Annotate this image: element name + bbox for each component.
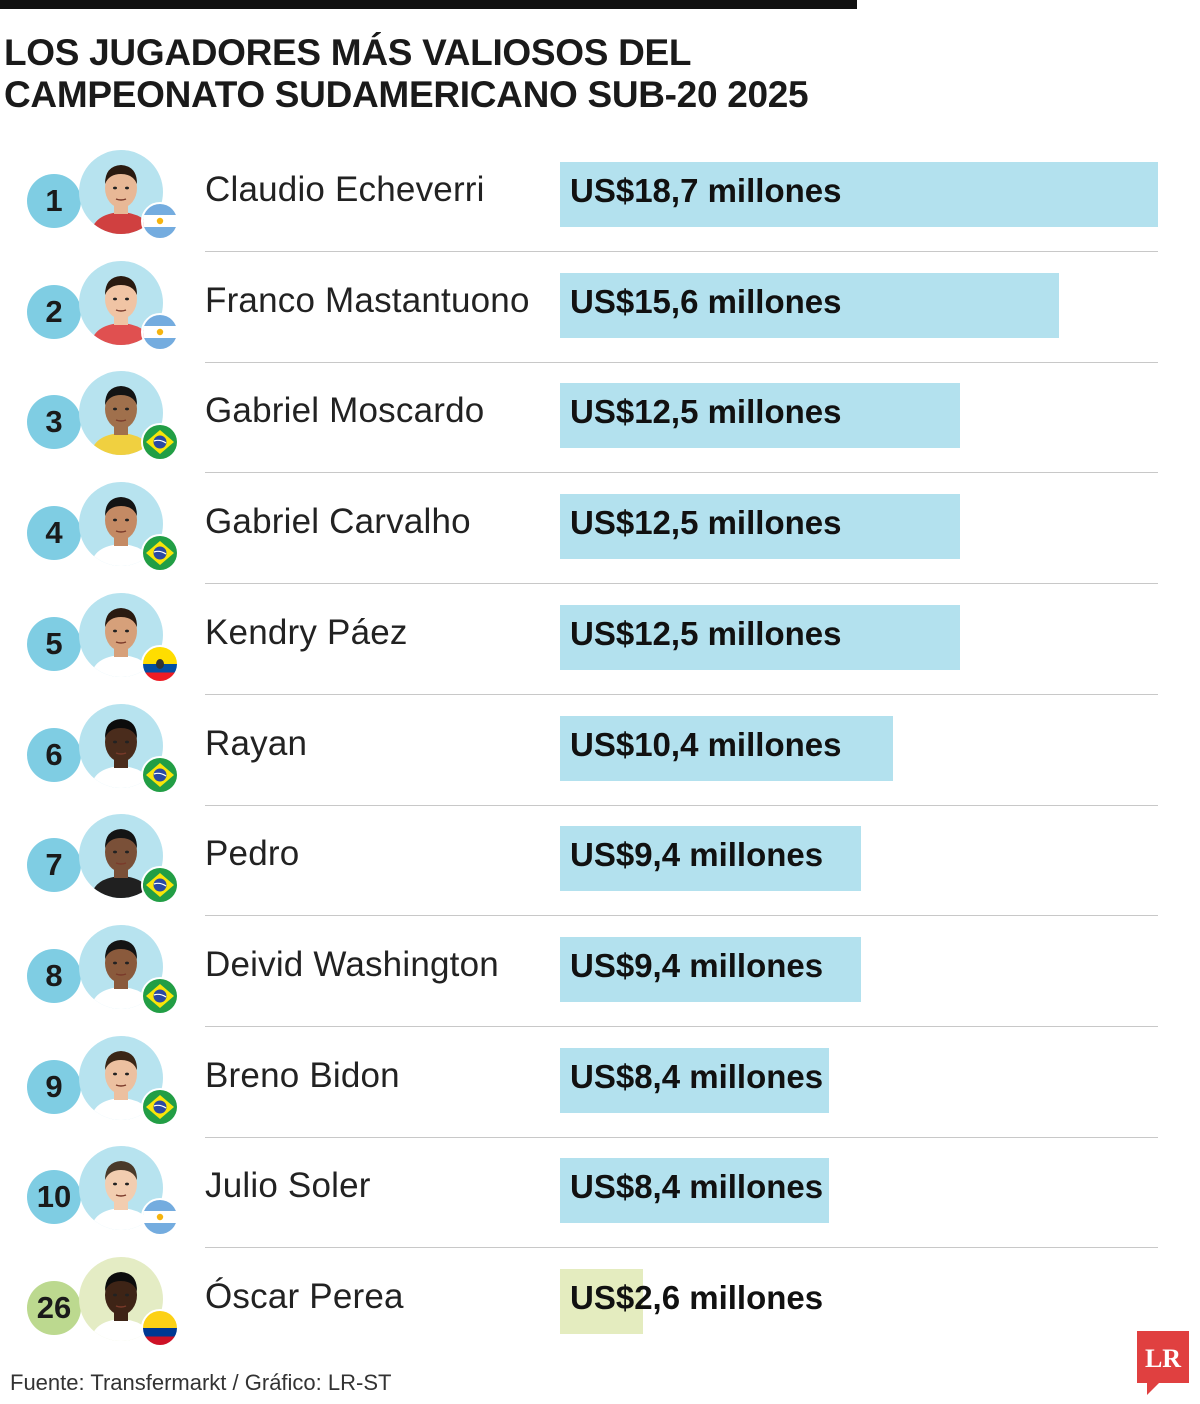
- value-label: US$15,6 millones: [570, 282, 842, 320]
- value-bar: [560, 272, 1059, 338]
- value-label: US$2,6 millones: [570, 1279, 824, 1316]
- rank-badge: 4: [27, 506, 81, 561]
- rank-badge: 9: [27, 1059, 81, 1114]
- player-name: Franco Mastantuono: [205, 280, 530, 320]
- row-divider: [205, 361, 1158, 363]
- player-row: 7 Pedro US$9,4 millones: [0, 806, 1200, 917]
- source-note: Fuente: Transfermarkt / Gráfico: LR-ST: [10, 1370, 392, 1395]
- value-bar: [560, 1269, 644, 1334]
- player-name: Pedro: [205, 834, 300, 874]
- player-row: 3 Gabriel Moscardo US$12,5 millones: [0, 363, 1200, 474]
- brazil-flag-icon: [141, 976, 179, 1015]
- player-row: 6 Rayan US$10,4 millones: [0, 696, 1200, 806]
- title-line-1: LOS JUGADORES MÁS VALIOSOS DEL: [4, 32, 692, 73]
- row-divider: [205, 251, 1158, 252]
- argentina-flag-icon: [141, 202, 179, 240]
- brazil-flag-icon: [141, 1087, 179, 1126]
- row-divider: [205, 915, 1158, 917]
- lr-logo: LR: [1137, 1331, 1189, 1395]
- row-divider: [205, 472, 1158, 474]
- player-row: 2 Franco Mastantuono US$15,6 millones: [0, 253, 1200, 363]
- player-photo: [79, 703, 163, 788]
- value-label: US$8,4 millones: [570, 1168, 824, 1206]
- player-photo: [79, 150, 163, 234]
- player-name: Kendry Páez: [205, 612, 408, 652]
- value-bar: [560, 1158, 829, 1224]
- rank-badge: 2: [27, 284, 81, 339]
- value-label: US$9,4 millones: [570, 836, 824, 874]
- brazil-flag-icon: [141, 755, 179, 794]
- row-divider: [205, 693, 1158, 695]
- rank-badge: 10: [27, 1170, 81, 1225]
- value-label: US$9,4 millones: [570, 946, 824, 984]
- rank-badge: 8: [27, 948, 81, 1003]
- title-line-2: CAMPEONATO SUDAMERICANO SUB-20 2025: [4, 74, 809, 115]
- player-name: Rayan: [205, 723, 308, 763]
- value-label: US$8,4 millones: [570, 1057, 824, 1095]
- chart-title: LOS JUGADORES MÁS VALIOSOS DEL CAMPEONAT…: [4, 32, 1004, 116]
- colombia-flag-icon: [141, 1309, 179, 1347]
- brazil-flag-icon: [141, 866, 179, 905]
- rank-badge: 7: [27, 838, 81, 893]
- player-row: 26 Óscar Perea US$2,6 millones: [0, 1249, 1200, 1359]
- value-bar: [560, 826, 861, 892]
- rank-badge: 3: [27, 395, 81, 450]
- rank-badge: 5: [27, 616, 81, 671]
- player-name: Óscar Perea: [205, 1277, 404, 1316]
- player-name: Gabriel Carvalho: [205, 502, 471, 542]
- player-row: 4 Gabriel Carvalho US$12,5 millones: [0, 474, 1200, 585]
- rank-badge: 1: [27, 174, 81, 228]
- player-row: 1 Claudio Echeverri US$18,7 millones: [0, 142, 1200, 252]
- player-name: Breno Bidon: [205, 1055, 400, 1095]
- value-label: US$10,4 millones: [570, 725, 842, 763]
- player-row: 5 Kendry Páez US$12,5 millones: [0, 585, 1200, 695]
- argentina-flag-icon: [141, 312, 179, 351]
- value-label: US$12,5 millones: [570, 614, 842, 652]
- player-name: Claudio Echeverri: [205, 170, 485, 209]
- value-bar: [560, 162, 1158, 227]
- row-divider: [205, 583, 1158, 585]
- rank-badge: 26: [27, 1281, 81, 1335]
- row-divider: [205, 804, 1158, 806]
- argentina-flag-icon: [141, 1198, 179, 1237]
- ecuador-flag-icon: [141, 644, 179, 683]
- top-rule: [0, 0, 857, 9]
- rank-badge: 6: [27, 727, 81, 782]
- player-row: 10 Julio Soler US$8,4 millones: [0, 1138, 1200, 1249]
- value-bar: [560, 604, 960, 670]
- player-photo: [79, 592, 163, 677]
- value-label: US$12,5 millones: [570, 504, 842, 542]
- row-divider: [205, 1136, 1158, 1138]
- value-bar: [560, 383, 960, 449]
- value-bar: [560, 494, 960, 560]
- svg-text:LR: LR: [1145, 1344, 1181, 1373]
- player-row: 8 Deivid Washington US$9,4 millones: [0, 917, 1200, 1027]
- value-bar: [560, 715, 893, 781]
- brazil-flag-icon: [141, 423, 179, 462]
- player-name: Deivid Washington: [205, 944, 499, 984]
- row-divider: [205, 1247, 1158, 1249]
- row-divider: [205, 1025, 1158, 1027]
- value-label: US$12,5 millones: [570, 393, 842, 431]
- player-row: 9 Breno Bidon US$8,4 millones: [0, 1028, 1200, 1138]
- value-label: US$18,7 millones: [570, 172, 842, 209]
- value-bar: [560, 936, 861, 1002]
- player-photo: [79, 260, 163, 345]
- player-name: Julio Soler: [205, 1166, 371, 1206]
- value-bar: [560, 1047, 829, 1113]
- player-name: Gabriel Moscardo: [205, 391, 485, 431]
- brazil-flag-icon: [141, 534, 179, 573]
